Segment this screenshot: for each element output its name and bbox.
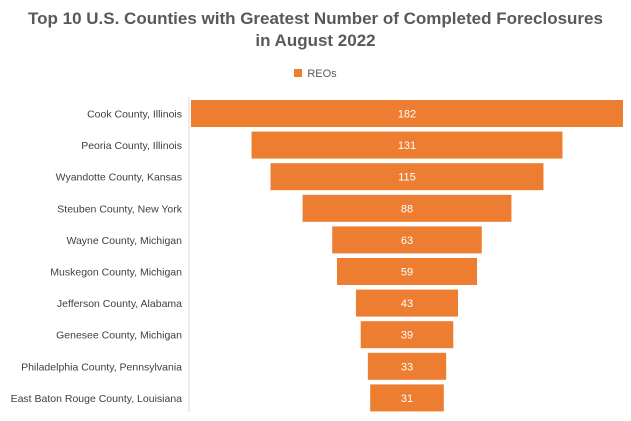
data-label: 43 (401, 298, 413, 310)
data-label: 39 (401, 330, 413, 342)
funnel-bar (336, 258, 478, 285)
data-label: 131 (398, 140, 416, 152)
title-line-2: in August 2022 (255, 31, 376, 50)
category-label: Peoria County, Illinois (81, 140, 182, 152)
category-label: East Baton Rouge County, Louisiana (11, 393, 183, 405)
category-label: Jefferson County, Alabama (57, 298, 182, 310)
data-label: 115 (398, 172, 416, 184)
category-label: Muskegon County, Michigan (50, 267, 182, 279)
chart-title: Top 10 U.S. Counties with Greatest Numbe… (0, 8, 631, 52)
category-label: Wayne County, Michigan (66, 235, 182, 247)
category-label: Wyandotte County, Kansas (56, 172, 182, 184)
data-label: 33 (401, 361, 413, 373)
title-line-1: Top 10 U.S. Counties with Greatest Numbe… (28, 9, 603, 28)
data-label: 63 (401, 235, 413, 247)
category-label: Steuben County, New York (57, 203, 182, 215)
funnel-bar (367, 352, 447, 380)
funnel-bar (370, 384, 444, 412)
data-label: 182 (398, 109, 416, 121)
category-label: Genesee County, Michigan (56, 330, 182, 342)
funnel-bar (251, 131, 563, 159)
category-label: Cook County, Illinois (87, 109, 182, 121)
funnel-bar (355, 289, 459, 317)
funnel-bar (191, 100, 623, 127)
funnel-bar (332, 226, 482, 254)
funnel-bar (360, 321, 454, 349)
legend: REOs (0, 68, 631, 80)
data-label: 88 (401, 203, 413, 215)
legend-swatch (294, 69, 303, 77)
funnel-bar (302, 194, 512, 222)
legend-label: REOs (307, 68, 337, 80)
category-label: Philadelphia County, Pennsylvania (21, 361, 182, 373)
data-label: 59 (401, 267, 413, 279)
funnel-bar (270, 163, 544, 191)
data-label: 31 (401, 393, 413, 405)
